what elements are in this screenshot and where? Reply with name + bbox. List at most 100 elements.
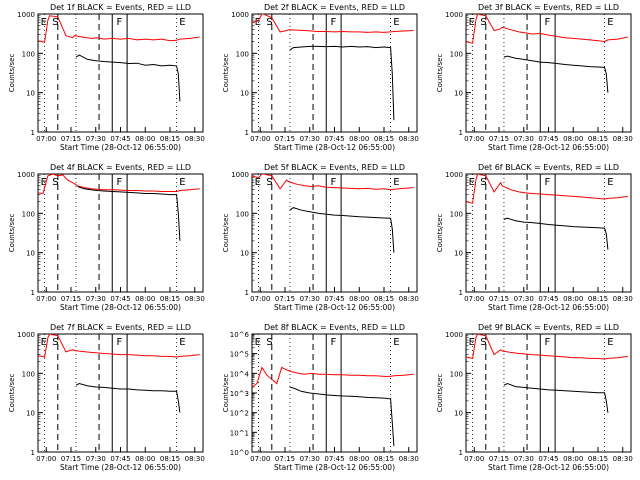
y-tick-label: 100 <box>236 210 249 218</box>
y-axis-label: Counts/sec <box>8 54 16 93</box>
panel-title: Det 8f BLACK = Events, RED = LLD <box>264 323 405 332</box>
y-axis-label: Counts/sec <box>222 374 230 413</box>
x-tick-label: 08:00 <box>563 455 583 463</box>
event-marker-label: F <box>545 177 551 188</box>
event-marker-label: S <box>52 337 58 348</box>
event-marker-label: S <box>52 17 58 28</box>
y-tick-label: 10 <box>454 250 463 258</box>
lld-series-line <box>466 334 628 360</box>
x-axis-label: Start Time (28-Oct-12 06:55:00) <box>488 463 609 472</box>
detector-panel-8: Det 8f BLACK = Events, RED = LLD 10^0 10^1… <box>222 323 419 472</box>
x-tick-label: 08:00 <box>135 455 155 463</box>
y-tick-label: 1 <box>459 289 463 297</box>
y-axis-label: Counts/sec <box>8 374 16 413</box>
detector-panel-6: Det 6f BLACK = Events, RED = LLD 1 10 100 10… <box>436 163 633 312</box>
x-tick-label: 08:15 <box>374 295 394 303</box>
events-series-line <box>75 382 181 413</box>
x-axis-label: Start Time (28-Oct-12 06:55:00) <box>488 303 609 312</box>
x-tick-label: 07:00 <box>36 135 56 143</box>
x-tick-label: 07:00 <box>464 455 484 463</box>
y-tick-label: 1 <box>31 289 35 297</box>
event-marker-label: E <box>469 337 475 348</box>
events-series-line <box>289 386 395 447</box>
detector-panel-7: Det 7f BLACK = Events, RED = LLD 1 10 100 10… <box>8 323 205 472</box>
event-marker-label: E <box>41 17 47 28</box>
events-series-line <box>503 217 609 250</box>
y-tick-label: 1000 <box>17 331 35 339</box>
panel-title: Det 7f BLACK = Events, RED = LLD <box>50 323 191 332</box>
event-marker-label: S <box>480 177 486 188</box>
event-marker-label: E <box>607 17 613 28</box>
plot-frame <box>37 333 204 453</box>
lld-series-line <box>252 174 414 191</box>
event-marker-label: S <box>52 177 58 188</box>
y-tick-label: 1 <box>459 449 463 457</box>
events-series-line <box>503 55 609 93</box>
x-tick-label: 08:30 <box>613 455 633 463</box>
event-marker-label: F <box>117 177 123 188</box>
event-marker-label: F <box>331 337 337 348</box>
lld-series-line <box>38 334 200 358</box>
x-tick-label: 08:15 <box>588 455 608 463</box>
event-marker-label: E <box>469 17 475 28</box>
panel-title: Det 5f BLACK = Events, RED = LLD <box>264 163 405 172</box>
event-marker-label: S <box>266 17 272 28</box>
x-tick-label: 07:30 <box>514 135 534 143</box>
x-tick-label: 08:00 <box>563 135 583 143</box>
x-tick-label: 07:15 <box>61 295 81 303</box>
x-tick-label: 07:30 <box>300 295 320 303</box>
event-marker-label: S <box>266 177 272 188</box>
y-tick-label: 1 <box>245 129 249 137</box>
y-tick-label: 1000 <box>445 331 463 339</box>
lld-series-line <box>252 14 414 33</box>
event-marker-label: E <box>255 337 261 348</box>
x-tick-label: 07:00 <box>464 295 484 303</box>
plot-frame <box>465 333 632 453</box>
x-tick-label: 07:00 <box>36 455 56 463</box>
x-axis-label: Start Time (28-Oct-12 06:55:00) <box>60 143 181 152</box>
y-tick-label: 10^2 <box>230 410 249 418</box>
detector-panel-2: Det 2f BLACK = Events, RED = LLD 1 10 100 10… <box>222 3 419 152</box>
x-tick-label: 07:00 <box>464 135 484 143</box>
y-tick-label: 10^5 <box>230 351 249 359</box>
x-tick-label: 07:45 <box>538 455 558 463</box>
y-tick-label: 10 <box>454 90 463 98</box>
y-tick-label: 1 <box>31 129 35 137</box>
detector-panel-5: Det 5f BLACK = Events, RED = LLD 1 10 100 10… <box>222 163 419 312</box>
y-tick-label: 10^3 <box>230 390 249 398</box>
x-tick-label: 07:45 <box>324 455 344 463</box>
event-marker-label: E <box>255 17 261 28</box>
y-tick-label: 100 <box>450 370 463 378</box>
x-tick-label: 08:15 <box>588 295 608 303</box>
events-series-line <box>75 54 181 102</box>
x-tick-label: 08:00 <box>349 455 369 463</box>
y-tick-label: 10 <box>26 90 35 98</box>
events-series-line <box>503 382 609 413</box>
y-axis-label: Counts/sec <box>222 54 230 93</box>
event-marker-label: E <box>469 177 475 188</box>
x-tick-label: 08:30 <box>399 295 419 303</box>
lld-series-line <box>466 14 628 44</box>
event-marker-label: E <box>607 177 613 188</box>
x-tick-label: 07:30 <box>300 455 320 463</box>
events-series-line <box>77 186 181 241</box>
y-tick-label: 100 <box>450 210 463 218</box>
x-tick-label: 07:15 <box>275 135 295 143</box>
x-tick-label: 07:30 <box>86 455 106 463</box>
event-marker-label: F <box>117 17 123 28</box>
x-axis-label: Start Time (28-Oct-12 06:55:00) <box>274 303 395 312</box>
x-tick-label: 07:45 <box>110 295 130 303</box>
x-tick-label: 07:15 <box>489 135 509 143</box>
x-tick-label: 08:00 <box>135 295 155 303</box>
x-tick-label: 08:00 <box>349 295 369 303</box>
x-axis-label: Start Time (28-Oct-12 06:55:00) <box>488 143 609 152</box>
x-tick-label: 08:00 <box>563 295 583 303</box>
detector-panel-4: Det 4f BLACK = Events, RED = LLD 1 10 100 10… <box>8 163 205 312</box>
y-axis-label: Counts/sec <box>436 374 444 413</box>
y-tick-label: 1000 <box>17 11 35 19</box>
x-tick-label: 08:30 <box>613 295 633 303</box>
x-axis-label: Start Time (28-Oct-12 06:55:00) <box>274 463 395 472</box>
x-tick-label: 07:45 <box>538 295 558 303</box>
x-tick-label: 08:30 <box>185 135 205 143</box>
x-tick-label: 08:15 <box>160 455 180 463</box>
